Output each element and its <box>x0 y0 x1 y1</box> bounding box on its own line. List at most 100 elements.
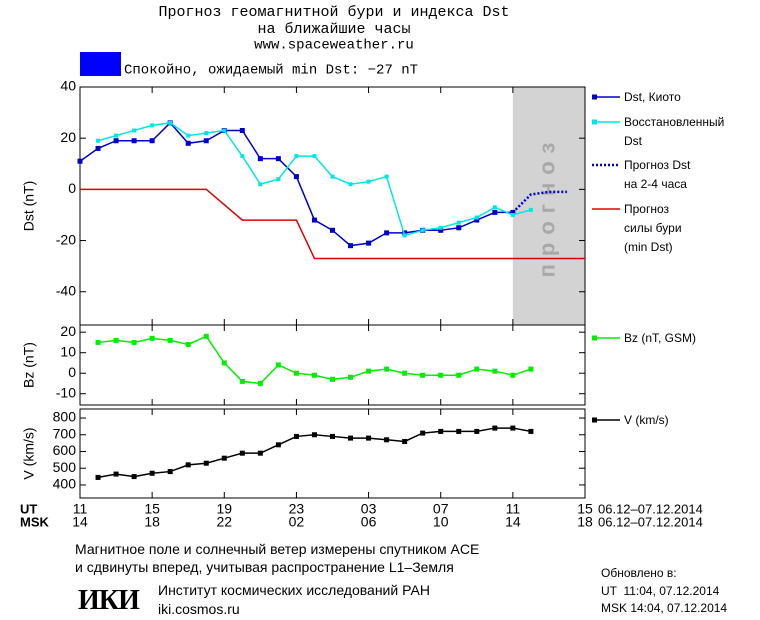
y-tick-label: 0 <box>68 364 76 380</box>
y-axis-label: Bz (nT) <box>21 342 37 388</box>
data-point <box>185 341 191 347</box>
plot-frame <box>79 86 586 326</box>
x-tick-label: 11 <box>73 501 88 517</box>
status-indicator <box>80 52 121 76</box>
series-line <box>511 190 567 214</box>
data-point <box>438 227 444 233</box>
data-point <box>113 138 119 144</box>
data-point <box>132 128 137 133</box>
data-point <box>258 182 263 187</box>
data-point <box>510 372 516 378</box>
data-point <box>131 138 137 144</box>
data-point <box>348 435 354 441</box>
legend-marker <box>592 335 597 341</box>
data-point <box>204 131 209 136</box>
data-point <box>528 428 534 434</box>
data-point <box>95 145 101 151</box>
data-point <box>149 335 155 341</box>
data-point <box>167 469 173 475</box>
y-tick-label: -10 <box>56 384 76 400</box>
status-text: Спокойно, ожидаемый min Dst: −27 nT <box>124 62 418 79</box>
data-point <box>420 372 426 378</box>
x-tick-label: 22 <box>216 514 232 530</box>
data-point <box>149 138 155 144</box>
data-point <box>257 380 263 386</box>
data-point <box>492 368 498 374</box>
y-tick-label: 0 <box>68 180 76 196</box>
data-point <box>221 455 227 461</box>
y-axis-label: V (km/s) <box>21 427 37 479</box>
legend-marker <box>592 94 597 100</box>
logo: ИКИ <box>78 585 140 616</box>
data-point <box>492 425 498 431</box>
legend-label: Прогноз Dst на 2-4 часа <box>624 158 691 191</box>
forecast-label: прогноз <box>535 135 560 278</box>
legend-label: V (km/s) <box>624 413 669 427</box>
title: Прогноз геомагнитной бури и индекса Dst <box>158 4 509 21</box>
data-point <box>312 154 317 159</box>
y-tick-label: -40 <box>56 282 76 298</box>
data-point <box>456 225 462 231</box>
data-point <box>438 428 444 434</box>
x-tick-label: 18 <box>577 514 593 530</box>
x-tick-label: 10 <box>433 514 449 530</box>
data-point <box>510 425 516 431</box>
data-point <box>150 123 155 128</box>
data-point <box>402 370 408 376</box>
updated-title: Обновлено в: <box>601 566 677 580</box>
data-point <box>366 179 371 184</box>
footer-note: Магнитное поле и солнечный ветер измерен… <box>75 541 480 575</box>
legend-label: Bz (nT, GSM) <box>624 331 697 345</box>
plot-frame <box>79 408 586 499</box>
data-point <box>384 230 390 236</box>
data-point <box>311 372 317 378</box>
data-point <box>384 366 390 372</box>
data-point <box>257 156 263 162</box>
data-point <box>240 154 245 159</box>
series-line <box>80 188 585 260</box>
data-point <box>275 362 281 368</box>
series-line <box>79 121 513 247</box>
data-point <box>420 228 425 233</box>
data-point <box>96 138 101 143</box>
legend-label: Dst, Киото <box>624 90 681 104</box>
data-point <box>348 243 354 249</box>
y-tick-label: 20 <box>60 129 76 145</box>
data-point <box>275 442 281 448</box>
x-axis-row-label: UT <box>20 501 37 516</box>
data-point <box>276 177 281 182</box>
legend-label: Прогноз силы бури (min Dst) <box>624 202 682 254</box>
data-point <box>203 138 209 144</box>
data-point <box>528 207 533 212</box>
data-point <box>95 474 101 480</box>
data-point <box>185 462 191 468</box>
x-tick-label: 15 <box>577 501 593 517</box>
data-point <box>402 438 408 444</box>
y-tick-label: -20 <box>56 231 76 247</box>
data-point <box>77 158 83 164</box>
x-tick-label: 15 <box>144 501 160 517</box>
data-point <box>222 128 227 133</box>
site: iki.cosmos.ru <box>158 601 240 617</box>
subtitle: на ближайшие часы <box>257 21 410 38</box>
data-point <box>95 339 101 345</box>
data-point <box>168 120 173 125</box>
data-point <box>366 240 372 246</box>
data-point <box>384 174 389 179</box>
x-axis-row-label: MSK <box>20 514 50 529</box>
data-point <box>330 433 335 439</box>
data-point <box>366 435 372 441</box>
legend-label: Восстановленный Dst <box>624 115 725 148</box>
x-tick-label: 14 <box>72 514 88 530</box>
data-point <box>348 182 353 187</box>
x-tick-label: 03 <box>361 501 377 517</box>
x-tick-label: 14 <box>505 514 521 530</box>
updated-line: MSK 14:04, 07.12.2014 <box>601 601 728 615</box>
data-point <box>113 471 119 477</box>
data-point <box>294 154 299 159</box>
data-point <box>474 217 480 223</box>
data-point <box>311 432 317 438</box>
legend-marker <box>592 417 597 423</box>
data-point <box>293 174 299 180</box>
